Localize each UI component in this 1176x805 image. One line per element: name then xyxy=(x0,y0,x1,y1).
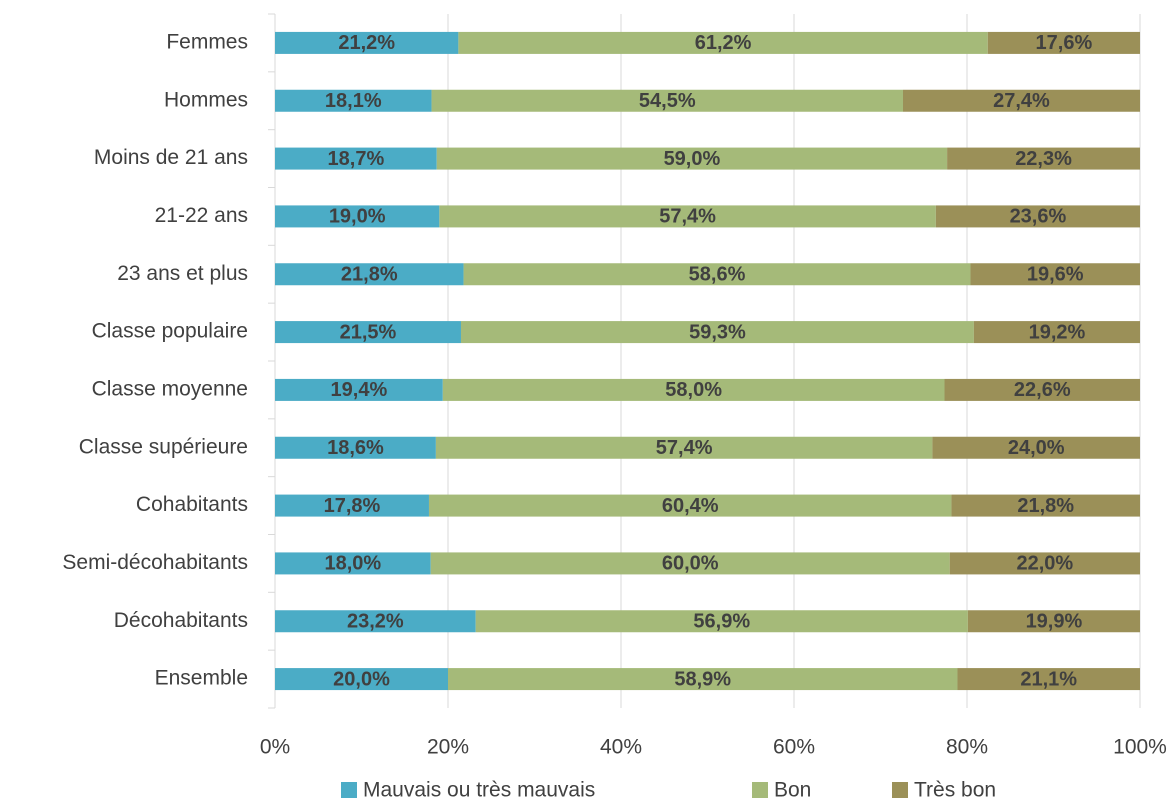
value-label: 61,2% xyxy=(695,32,752,54)
x-tick-label: 60% xyxy=(773,736,815,759)
value-label: 22,6% xyxy=(1014,379,1071,401)
y-tick-label: Femmes xyxy=(166,30,248,53)
legend-label: Bon xyxy=(774,779,811,802)
x-tick-label: 20% xyxy=(427,736,469,759)
bar-segment xyxy=(442,378,945,401)
bar-segment xyxy=(967,610,1140,633)
y-tick-label: Classe populaire xyxy=(92,320,248,343)
value-label: 20,0% xyxy=(333,668,390,690)
bar-segment xyxy=(458,31,988,54)
bar-segment xyxy=(944,378,1140,401)
value-label: 60,4% xyxy=(662,495,719,517)
bar-segment xyxy=(902,89,1140,112)
bar-segment xyxy=(275,436,436,459)
y-tick-label: Semi-décohabitants xyxy=(62,551,248,574)
y-tick-label: Classe moyenne xyxy=(92,377,248,400)
y-tick-label: Moins de 21 ans xyxy=(94,146,248,169)
value-label: 19,2% xyxy=(1029,321,1086,343)
bar-segment xyxy=(428,494,952,517)
value-label: 57,4% xyxy=(656,437,713,459)
bar-segment xyxy=(435,436,933,459)
y-tick-label: 23 ans et plus xyxy=(117,262,248,285)
value-label: 59,0% xyxy=(664,148,721,170)
value-label: 27,4% xyxy=(993,90,1050,112)
bar-segment xyxy=(935,205,1140,228)
bar-segment xyxy=(431,89,903,112)
x-tick-label: 40% xyxy=(600,736,642,759)
value-label: 19,0% xyxy=(329,206,386,228)
value-label: 22,0% xyxy=(1016,553,1073,575)
x-tick-label: 80% xyxy=(946,736,988,759)
value-label: 23,6% xyxy=(1010,206,1067,228)
bar-segment xyxy=(275,205,440,228)
value-label: 21,8% xyxy=(1017,495,1074,517)
value-label: 21,1% xyxy=(1020,668,1077,690)
bar-segment xyxy=(475,610,968,633)
legend-swatch xyxy=(892,782,908,798)
value-label: 17,8% xyxy=(324,495,381,517)
legend-label: Très bon xyxy=(914,779,996,802)
bar-segment xyxy=(275,147,437,170)
value-label: 18,6% xyxy=(327,437,384,459)
x-tick-label: 0% xyxy=(260,736,290,759)
bar-segment xyxy=(436,147,948,170)
value-label: 21,2% xyxy=(338,32,395,54)
bar-segment xyxy=(275,668,448,691)
bar-segment xyxy=(439,205,936,228)
bar-segment xyxy=(275,89,432,112)
value-label: 59,3% xyxy=(689,321,746,343)
value-label: 18,7% xyxy=(328,148,385,170)
legend-swatch xyxy=(341,782,357,798)
value-label: 24,0% xyxy=(1008,437,1065,459)
value-label: 19,6% xyxy=(1027,264,1084,286)
bar-segment xyxy=(951,494,1140,517)
value-label: 21,5% xyxy=(340,321,397,343)
value-label: 22,3% xyxy=(1015,148,1072,170)
bar-segment xyxy=(275,31,459,54)
y-tick-label: Cohabitants xyxy=(136,493,248,516)
bar-segment xyxy=(970,263,1140,286)
x-tick-label: 100% xyxy=(1113,736,1167,759)
value-label: 21,8% xyxy=(341,264,398,286)
value-label: 19,9% xyxy=(1026,611,1083,633)
bar-segment xyxy=(932,436,1140,459)
value-label: 58,9% xyxy=(674,668,731,690)
bar-segment xyxy=(275,552,431,575)
value-label: 17,6% xyxy=(1036,32,1093,54)
value-label: 58,6% xyxy=(689,264,746,286)
bar-segment xyxy=(430,552,950,575)
bar-segment xyxy=(275,610,476,633)
bar-segment xyxy=(275,321,461,344)
bar-segment xyxy=(448,668,958,691)
value-label: 54,5% xyxy=(639,90,696,112)
bar-segment xyxy=(275,378,443,401)
y-tick-label: Classe supérieure xyxy=(79,435,248,458)
bar-segment xyxy=(949,552,1140,575)
y-tick-label: Hommes xyxy=(164,88,248,111)
bar-segment xyxy=(460,321,974,344)
value-label: 23,2% xyxy=(347,611,404,633)
y-tick-label: Décohabitants xyxy=(114,609,248,632)
bar-segment xyxy=(973,321,1140,344)
y-tick-label: Ensemble xyxy=(155,667,248,690)
bar-segment xyxy=(957,668,1140,691)
value-label: 18,0% xyxy=(324,553,381,575)
y-tick-label: 21-22 ans xyxy=(155,204,248,227)
value-label: 19,4% xyxy=(331,379,388,401)
legend-label: Mauvais ou très mauvais xyxy=(363,779,595,802)
bar-segment xyxy=(275,494,429,517)
legend-swatch xyxy=(752,782,768,798)
value-label: 57,4% xyxy=(659,206,716,228)
value-label: 18,1% xyxy=(325,90,382,112)
value-label: 56,9% xyxy=(693,611,750,633)
value-label: 60,0% xyxy=(662,553,719,575)
value-label: 58,0% xyxy=(665,379,722,401)
bar-segment xyxy=(987,31,1140,54)
bar-segment xyxy=(947,147,1140,170)
bar-segment xyxy=(275,263,464,286)
bar-segment xyxy=(463,263,971,286)
